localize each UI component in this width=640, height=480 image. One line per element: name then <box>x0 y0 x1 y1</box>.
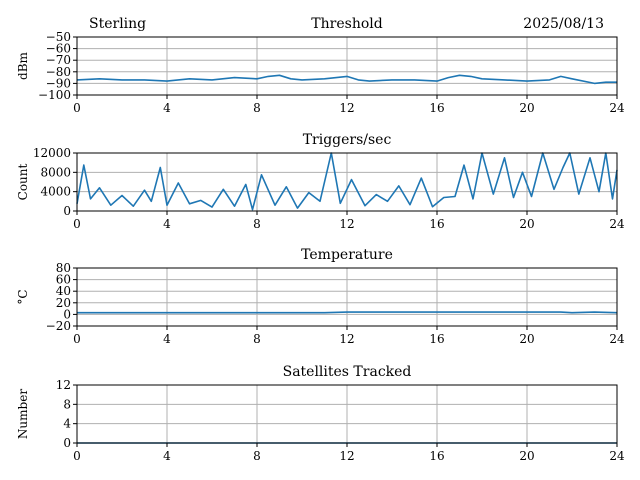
x-tick-label: 0 <box>73 217 81 231</box>
x-tick-label: 20 <box>519 217 534 231</box>
x-tick-label: 16 <box>429 449 444 463</box>
x-tick-label: 0 <box>73 449 81 463</box>
x-tick-label: 4 <box>163 101 171 115</box>
x-tick-label: 24 <box>609 332 625 346</box>
x-tick-label: 24 <box>609 217 625 231</box>
x-tick-label: 4 <box>163 449 171 463</box>
y-tick-label: 12 <box>56 378 71 392</box>
panel-4: 0 4 8 12 16 20 24 0 4 8 12 Satellites Tracked Number <box>16 364 625 463</box>
x-tick-label: 4 <box>163 332 171 346</box>
header-right: 2025/08/13 <box>523 16 604 32</box>
panel-title: Threshold <box>311 16 382 32</box>
y-tick-label: −70 <box>46 53 71 67</box>
panel-2: 0 4 8 12 16 20 24 0 4000 8000 12000 Triggers/sec Cou… <box>16 132 625 231</box>
x-tick-label: 0 <box>73 101 81 115</box>
y-tick-label: 80 <box>56 261 71 275</box>
x-tick-label: 8 <box>253 217 261 231</box>
x-tick-label: 0 <box>73 332 81 346</box>
x-tick-label: 20 <box>519 101 534 115</box>
x-tick-label: 12 <box>339 217 354 231</box>
x-tick-label: 12 <box>339 332 354 346</box>
header-left: Sterling <box>89 16 146 32</box>
y-tick-label: 0 <box>63 307 71 321</box>
y-axis-label: Number <box>16 389 30 439</box>
y-tick-label: 20 <box>56 296 71 310</box>
x-tick-label: 8 <box>253 332 261 346</box>
panel-title: Satellites Tracked <box>283 364 412 380</box>
x-tick-label: 12 <box>339 101 354 115</box>
x-tick-label: 16 <box>429 101 444 115</box>
y-tick-label: 40 <box>56 284 71 298</box>
y-tick-label: −80 <box>46 65 71 79</box>
x-tick-label: 20 <box>519 449 534 463</box>
y-tick-label: −90 <box>46 76 71 90</box>
x-tick-label: 8 <box>253 449 261 463</box>
y-tick-label: −20 <box>46 319 71 333</box>
y-tick-label: 12000 <box>33 146 71 160</box>
y-tick-label: −100 <box>38 88 71 102</box>
x-tick-label: 4 <box>163 217 171 231</box>
x-tick-label: 16 <box>429 217 444 231</box>
x-tick-label: 8 <box>253 101 261 115</box>
y-tick-label: 8 <box>63 397 71 411</box>
y-axis-label: Count <box>16 163 30 200</box>
y-tick-label: −50 <box>46 30 71 44</box>
series-line <box>77 311 618 314</box>
x-tick-label: 20 <box>519 332 534 346</box>
x-tick-label: 12 <box>339 449 354 463</box>
x-tick-label: 16 <box>429 332 444 346</box>
series-line <box>76 74 617 85</box>
y-tick-label: −60 <box>46 42 71 56</box>
y-tick-label: 4 <box>63 417 71 431</box>
y-tick-label: 4000 <box>40 185 71 199</box>
panel-title: Triggers/sec <box>303 132 392 148</box>
panel-title: Temperature <box>301 247 393 263</box>
y-axis-label: dBm <box>16 51 30 80</box>
panel-1: 0 4 8 12 16 20 24 −50−60−70−80−90−100 Threshold d… <box>16 16 625 115</box>
y-tick-label: 0 <box>63 204 71 218</box>
x-tick-label: 24 <box>609 449 625 463</box>
y-tick-label: 0 <box>63 436 71 450</box>
y-axis-label: °C <box>16 289 30 304</box>
y-tick-label: 8000 <box>40 165 71 179</box>
x-tick-label: 24 <box>609 101 625 115</box>
y-tick-label: 60 <box>56 273 71 287</box>
